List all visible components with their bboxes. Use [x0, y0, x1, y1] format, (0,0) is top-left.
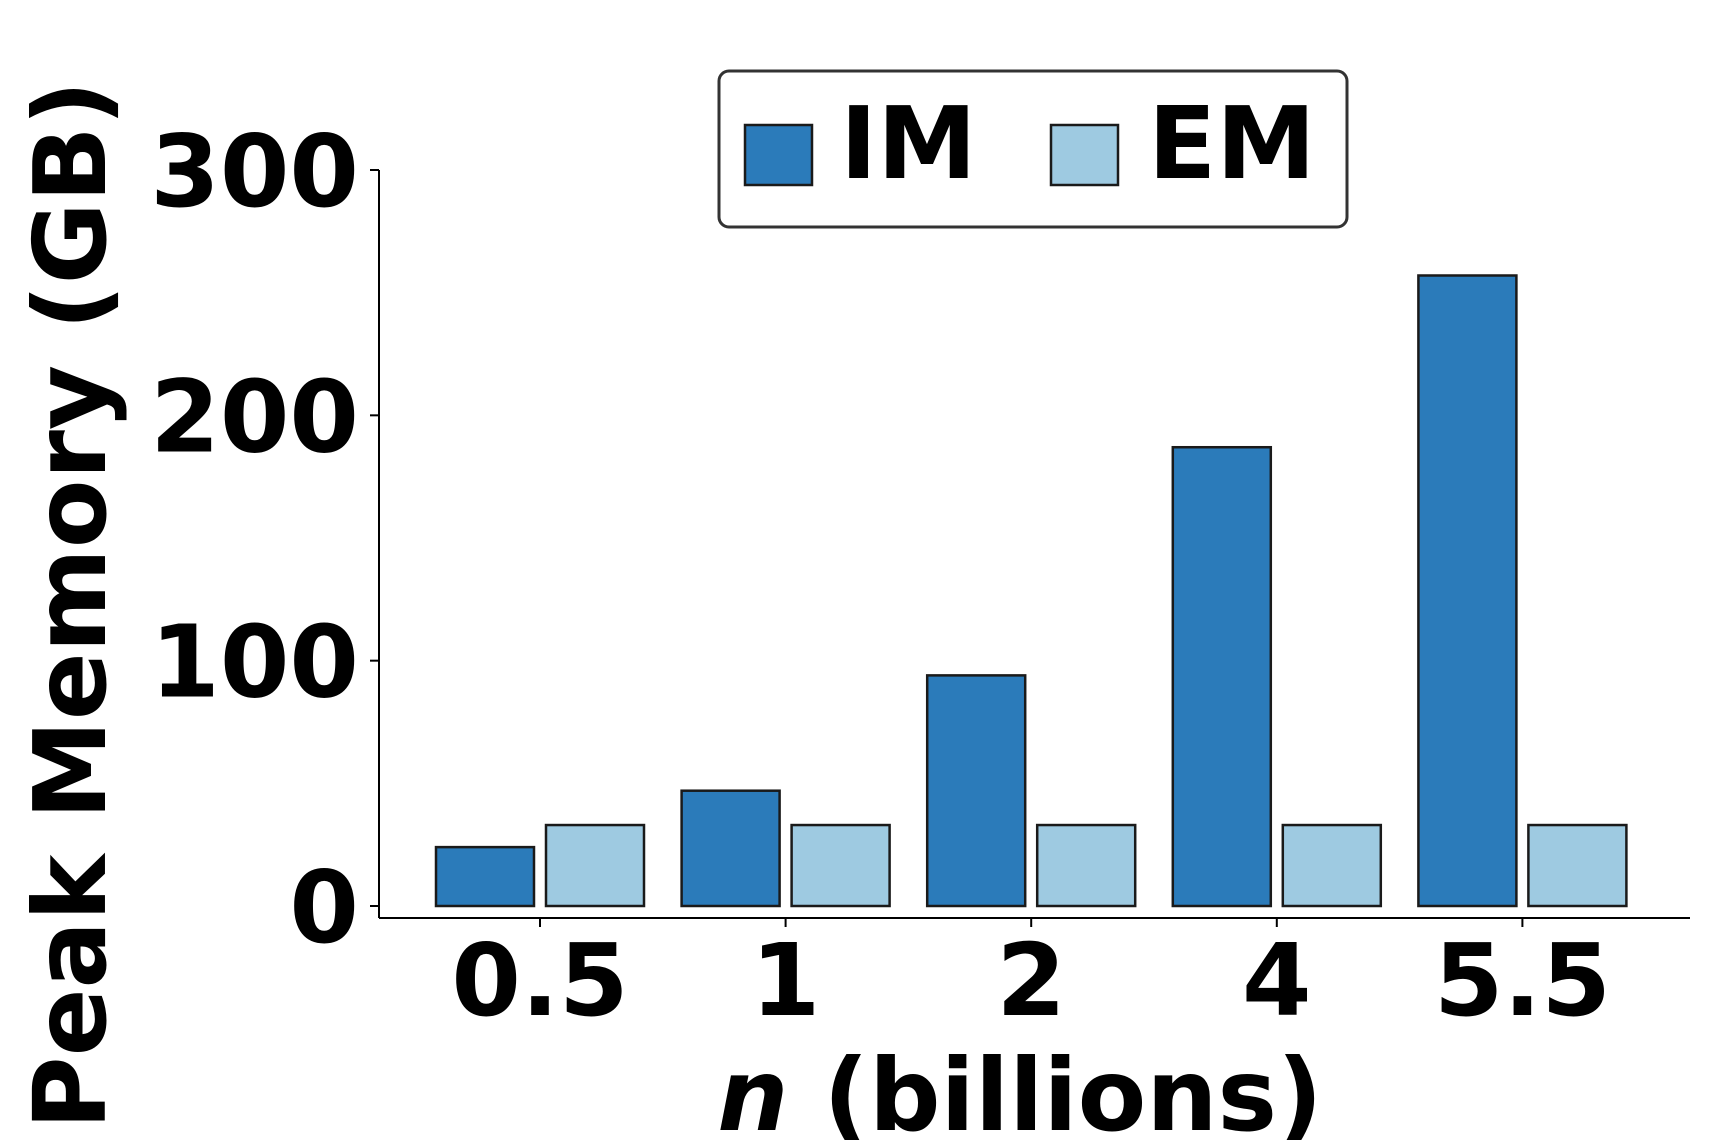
- x-tick-label: 2: [996, 922, 1066, 1039]
- bar-em-5.5: [1527, 823, 1628, 908]
- legend: IM EM: [717, 69, 1349, 229]
- y-axis-title: Peak Memory (GB): [12, 80, 129, 1129]
- legend-frame: [717, 69, 1349, 229]
- x-axis-ticks: 0.5 1 2 4 5.5: [451, 918, 1611, 1039]
- legend-swatch-em: [1049, 123, 1120, 187]
- x-axis-title: n (billions): [717, 1037, 1323, 1140]
- bar-em-4: [1281, 823, 1383, 908]
- bar-em-2: [1035, 823, 1137, 908]
- x-tick-label: 5.5: [1434, 922, 1611, 1039]
- bar-im-0.5: [434, 845, 536, 908]
- legend-label-im: IM: [840, 85, 977, 202]
- y-tick-label: 300: [150, 113, 359, 230]
- legend-label-em: EM: [1148, 85, 1316, 202]
- y-axis-ticks: 0 100 200 300: [150, 113, 379, 966]
- x-tick-label: 0.5: [451, 922, 628, 1039]
- bar-im-4: [1171, 445, 1273, 908]
- x-axis-variable: n: [717, 1037, 788, 1140]
- bar-em-0.5: [544, 823, 646, 908]
- bar-im-2: [925, 674, 1027, 908]
- bar-im-1: [680, 789, 781, 908]
- bars: [434, 274, 1628, 908]
- x-axis-unit: (billions): [788, 1037, 1322, 1140]
- y-tick-label: 200: [150, 358, 359, 475]
- bar-im-5.5: [1417, 274, 1518, 908]
- y-tick-label: 100: [150, 604, 359, 721]
- legend-swatch-im: [743, 123, 814, 187]
- y-tick-label: 0: [289, 849, 359, 966]
- x-tick-label: 1: [751, 922, 821, 1039]
- bar-em-1: [790, 823, 891, 908]
- x-tick-label: 4: [1242, 922, 1312, 1039]
